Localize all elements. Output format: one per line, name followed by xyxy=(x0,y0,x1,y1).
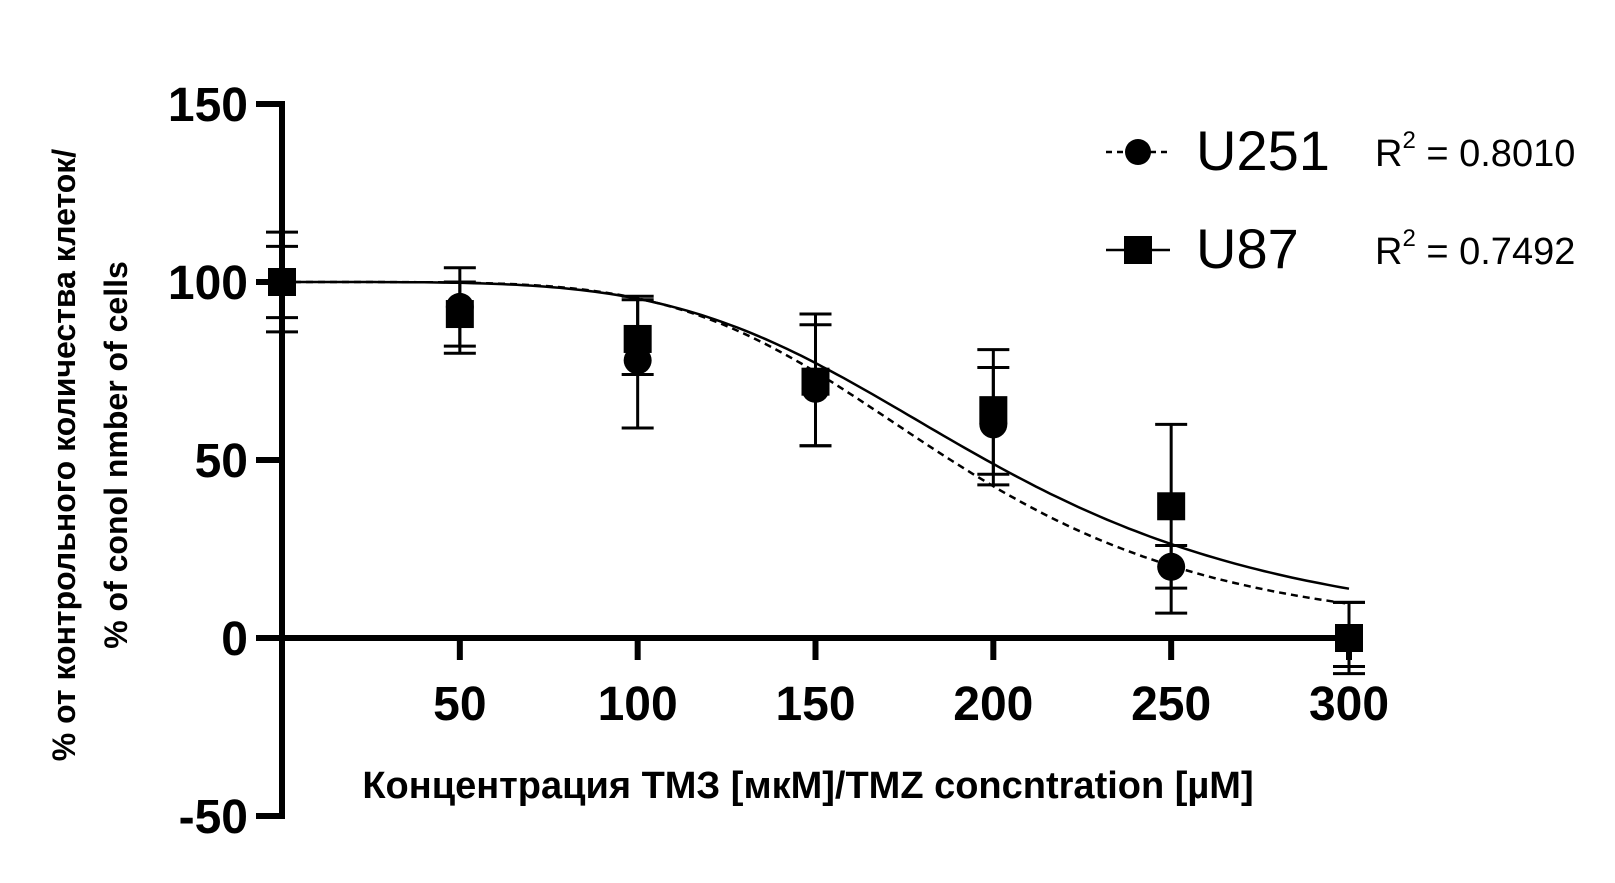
r2-value: = 0.8010 xyxy=(1416,133,1576,175)
y-tick-label: 150 xyxy=(168,79,248,132)
legend-r2-u87: R2 = 0.7492 xyxy=(1375,225,1575,273)
r2-superscript: 2 xyxy=(1402,225,1415,252)
data-point-u87 xyxy=(623,324,652,353)
data-point-u87 xyxy=(979,396,1008,425)
x-axis-title: Концентрация ТМЗ [мкМ]/TMZ concntration … xyxy=(362,765,1253,807)
data-point-u87 xyxy=(268,268,296,296)
data-point-u87 xyxy=(801,367,830,396)
legend-marker-u251 xyxy=(1125,139,1151,165)
data-point-u87 xyxy=(445,300,474,329)
y-axis-title-line1: % от контрольного количества клеток/ xyxy=(46,149,82,762)
data-point-u251 xyxy=(1157,552,1186,581)
x-tick-label: 300 xyxy=(1309,678,1389,731)
r2-superscript: 2 xyxy=(1402,127,1415,154)
r2-letter: R xyxy=(1375,133,1402,175)
data-point-u87 xyxy=(1335,624,1363,652)
y-axis-title: % от контрольного количества клеток/ % o… xyxy=(46,149,134,762)
y-tick-label: -50 xyxy=(179,791,248,844)
r2-letter: R xyxy=(1375,231,1402,273)
y-tick-label: 0 xyxy=(221,613,248,666)
y-tick-label: 50 xyxy=(195,435,248,488)
data-point-u251 xyxy=(623,346,652,375)
legend-item-u251: U251 R2 = 0.8010 xyxy=(1106,119,1575,182)
legend-marker-u87 xyxy=(1124,236,1152,264)
x-tick-label: 250 xyxy=(1131,678,1211,731)
data-point-u87 xyxy=(1157,492,1186,521)
y-tick-label: 100 xyxy=(168,257,248,310)
x-tick-label: 200 xyxy=(953,678,1033,731)
x-tick-label: 150 xyxy=(775,678,855,731)
x-tick-label: 50 xyxy=(433,678,486,731)
legend-label-u87: U87 xyxy=(1196,217,1299,280)
r2-value: = 0.7492 xyxy=(1416,231,1576,273)
plot-area: 150 100 50 0 -50 50 100 150 200 250 300 xyxy=(168,79,1389,844)
legend-label-u251: U251 xyxy=(1196,119,1330,182)
legend: U251 R2 = 0.8010 U87 R2 = 0.7492 xyxy=(1106,119,1575,280)
legend-item-u87: U87 R2 = 0.7492 xyxy=(1106,217,1575,280)
legend-r2-u251: R2 = 0.8010 xyxy=(1375,127,1575,175)
x-tick-label: 100 xyxy=(598,678,678,731)
y-axis-title-line2: % of conol nmber of cells xyxy=(98,261,134,649)
